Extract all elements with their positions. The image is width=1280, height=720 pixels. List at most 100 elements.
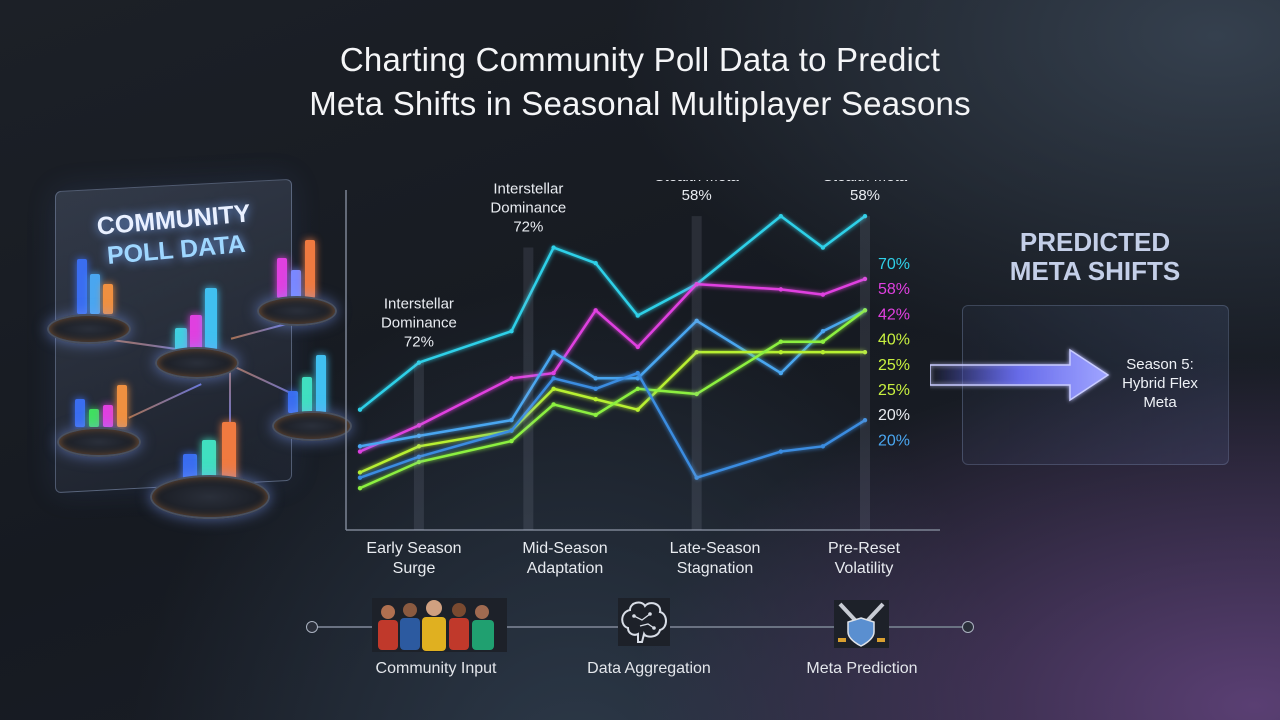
category-label: Pre-Reset Volatility xyxy=(827,540,901,577)
mini-bar xyxy=(190,315,202,350)
category-label: Mid-Season Adaptation xyxy=(522,540,608,577)
annotation-label: Dominance xyxy=(381,315,457,332)
end-value-label: 40% xyxy=(878,332,910,349)
mini-bar xyxy=(277,258,287,298)
annotation-label: 72% xyxy=(513,219,543,236)
data-point xyxy=(862,213,868,219)
data-point xyxy=(593,261,598,266)
end-value-label: 70% xyxy=(878,256,910,273)
data-point xyxy=(862,349,868,355)
data-point xyxy=(778,370,784,376)
data-point xyxy=(694,391,699,397)
bar-platform xyxy=(270,345,352,445)
mini-bar xyxy=(77,259,87,314)
data-point xyxy=(820,444,826,449)
line-chart: Interstellar Dominance 72% Interstellar Domi… xyxy=(345,149,940,531)
title-line-2: Meta Shifts in Seasonal Multiplayer Seas… xyxy=(309,85,971,122)
brain-icon xyxy=(618,598,670,646)
data-point xyxy=(551,402,556,407)
bar-platform xyxy=(150,285,240,380)
mini-bar xyxy=(175,328,187,350)
data-point xyxy=(509,428,514,433)
series-line-5 xyxy=(359,371,866,479)
data-point xyxy=(357,444,363,449)
mini-bar xyxy=(288,391,298,413)
data-point xyxy=(820,329,826,334)
data-point xyxy=(416,444,422,449)
end-value-label: 20% xyxy=(878,432,910,449)
mini-bar xyxy=(75,399,85,427)
players-icon xyxy=(372,598,507,652)
end-value-label: 58% xyxy=(878,281,910,298)
data-point xyxy=(635,386,640,391)
mini-bar xyxy=(316,355,326,413)
series-line-0 xyxy=(359,214,866,411)
data-point xyxy=(862,276,868,282)
mini-bar xyxy=(103,284,113,314)
data-point xyxy=(509,438,514,444)
bar-platform xyxy=(45,259,131,344)
data-point xyxy=(694,281,699,287)
series-line-4 xyxy=(359,309,866,490)
bar-platform xyxy=(55,375,141,457)
data-point xyxy=(357,407,363,412)
swords-shield-icon xyxy=(834,600,889,648)
data-point xyxy=(509,417,514,423)
data-point xyxy=(694,475,699,480)
data-point xyxy=(551,245,556,250)
data-point xyxy=(820,339,826,344)
data-point xyxy=(635,344,640,350)
mini-bar xyxy=(89,409,99,427)
data-point xyxy=(820,292,826,297)
data-point xyxy=(551,349,556,355)
data-point xyxy=(357,470,363,475)
data-point xyxy=(862,417,868,423)
data-point xyxy=(635,370,640,376)
data-point xyxy=(778,287,784,292)
flow-label-community-input: Community Input xyxy=(375,660,497,677)
predicted-title: PREDICTED META SHIFTS xyxy=(985,228,1205,286)
mini-bar xyxy=(222,422,236,482)
end-value-label: 42% xyxy=(878,306,910,323)
data-point xyxy=(778,339,784,344)
data-point xyxy=(509,376,514,381)
mini-bar xyxy=(291,270,301,298)
data-point xyxy=(551,370,556,376)
data-point xyxy=(694,349,699,355)
end-value-label: 25% xyxy=(878,382,910,399)
data-point xyxy=(820,245,826,250)
data-point xyxy=(551,376,556,381)
flow-end-dot xyxy=(962,621,974,633)
bar-platform xyxy=(255,240,337,330)
annotation-label: Interstellar xyxy=(493,181,563,198)
mini-bar xyxy=(202,440,216,482)
data-point xyxy=(778,449,784,454)
data-point xyxy=(862,308,868,313)
mini-bar xyxy=(103,405,113,427)
flow-start-dot xyxy=(306,621,318,633)
data-point xyxy=(416,459,422,465)
annotation-label: Stealth Meta xyxy=(823,180,908,185)
flow-label-data-aggregation: Data Aggregation xyxy=(587,660,711,677)
category-label: Late-Season Stagnation xyxy=(669,540,761,577)
data-point xyxy=(509,329,514,334)
flow-label-meta-prediction: Meta Prediction xyxy=(806,660,918,677)
page-title: Charting Community Poll Data to Predict … xyxy=(0,38,1280,126)
data-point xyxy=(357,485,363,491)
mini-bar xyxy=(90,274,100,314)
annotation-label: Dominance xyxy=(490,200,566,217)
data-point xyxy=(416,423,422,428)
data-point xyxy=(593,397,598,402)
data-point xyxy=(416,433,422,439)
data-point xyxy=(820,349,826,355)
mini-bar xyxy=(117,385,127,427)
data-point xyxy=(778,213,784,219)
data-point xyxy=(357,449,363,454)
series-line-1 xyxy=(359,277,866,453)
annotation-label: Stealth Meta xyxy=(655,180,740,185)
meta-shift-chart: Interstellar Dominance 72% Interstellar Domi… xyxy=(330,149,940,545)
mini-bar xyxy=(305,240,315,298)
data-point xyxy=(593,386,598,391)
data-point xyxy=(416,360,422,365)
series-line-3 xyxy=(359,350,865,474)
